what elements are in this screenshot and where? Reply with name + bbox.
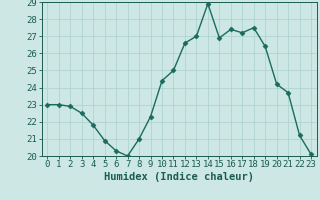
X-axis label: Humidex (Indice chaleur): Humidex (Indice chaleur) [104, 172, 254, 182]
